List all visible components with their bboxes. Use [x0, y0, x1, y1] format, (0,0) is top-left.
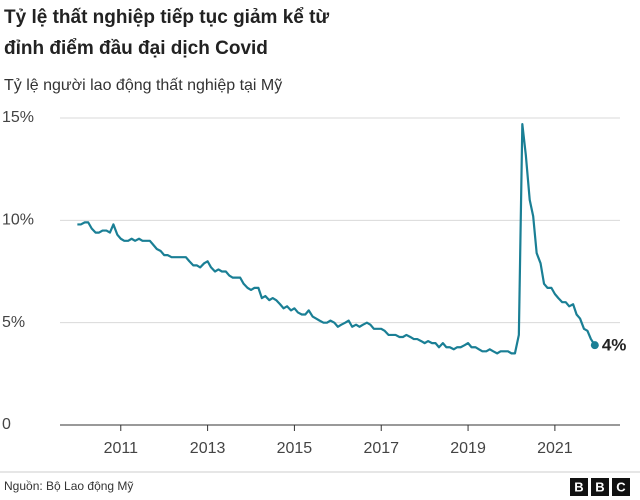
x-tick-label: 2013: [190, 440, 226, 457]
y-tick-label: 0: [2, 416, 11, 433]
x-tick-label: 2017: [363, 440, 399, 457]
value-label: 4%: [602, 336, 627, 355]
x-tick-label: 2021: [537, 440, 573, 457]
end-point: [590, 341, 599, 350]
source: Nguồn: Bộ Lao động Mỹ: [4, 479, 133, 493]
chart-title: Tỷ lệ thất nghiệp tiếp tục giảm kể từ: [4, 7, 329, 28]
x-tick-label: 2011: [104, 440, 139, 457]
logo-letter: B: [595, 479, 604, 494]
logo-letter: C: [616, 479, 626, 494]
logo-box: [570, 478, 588, 496]
logo-box: [612, 478, 630, 496]
chart-subtitle: Tỷ lệ người lao động thất nghiệp tại Mỹ: [4, 77, 282, 94]
x-tick-label: 2019: [450, 440, 486, 457]
logo-box: [591, 478, 609, 496]
chart-title: đỉnh điểm đầu đại dịch Covid: [4, 38, 268, 59]
y-tick-label: 10%: [2, 212, 34, 229]
y-tick-label: 5%: [2, 314, 25, 331]
x-tick-label: 2015: [277, 440, 313, 457]
logo: B B C: [570, 478, 630, 496]
y-tick-label: 15%: [2, 109, 34, 126]
line-series: [77, 123, 596, 355]
logo-letter: B: [574, 479, 583, 494]
